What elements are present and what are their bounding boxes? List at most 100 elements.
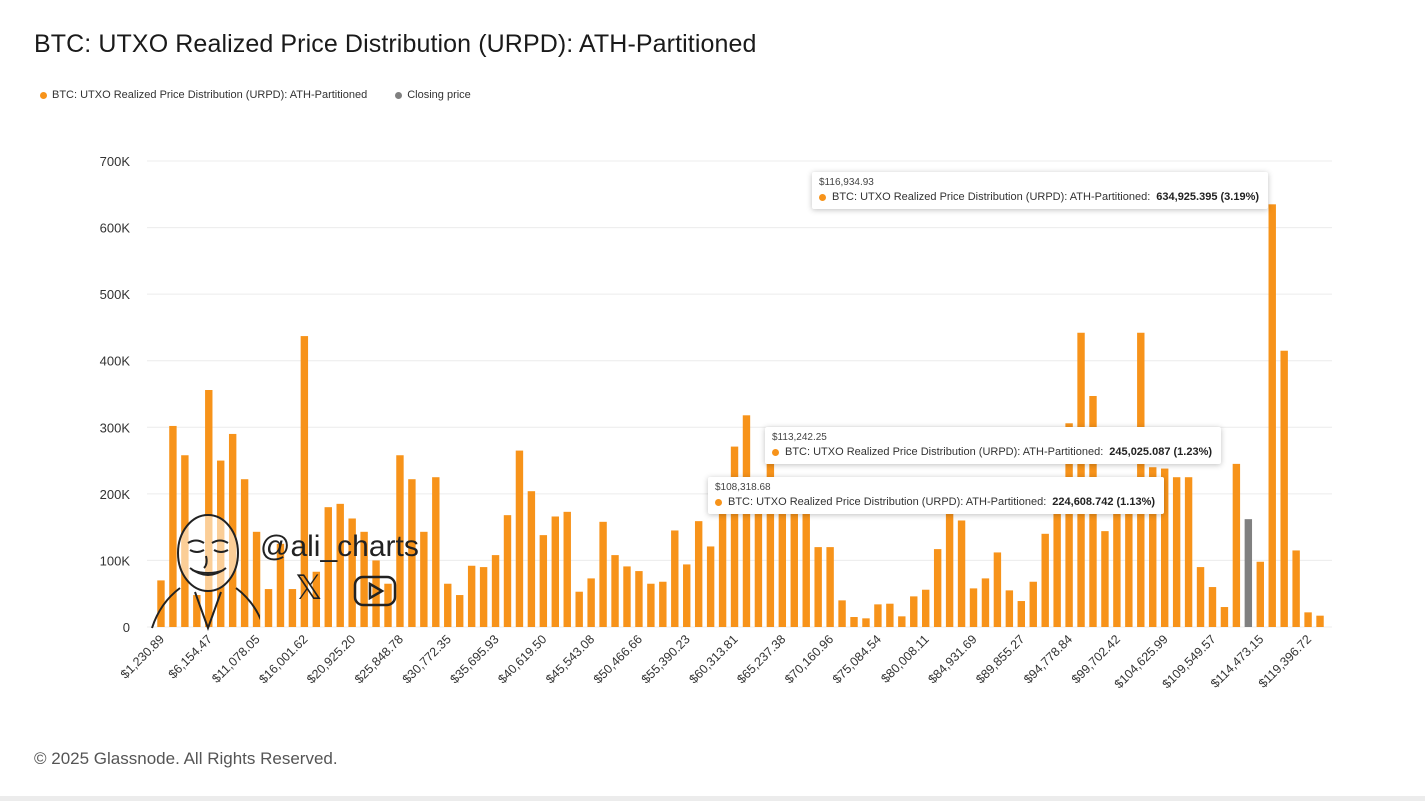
bar[interactable] (1196, 567, 1205, 627)
bar[interactable] (706, 546, 715, 627)
tooltip-series-label: BTC: UTXO Realized Price Distribution (U… (832, 191, 1151, 203)
bar[interactable] (193, 595, 201, 627)
bar[interactable] (348, 518, 356, 627)
bar[interactable] (1053, 490, 1061, 627)
bar[interactable] (587, 578, 595, 627)
bar[interactable] (993, 552, 1002, 627)
bar[interactable] (1029, 581, 1037, 627)
bar[interactable] (826, 547, 834, 627)
bar[interactable] (623, 566, 631, 627)
bar[interactable] (444, 583, 452, 627)
bar[interactable] (910, 596, 918, 627)
bar[interactable] (1017, 601, 1026, 627)
bar[interactable] (264, 589, 273, 627)
bar[interactable] (898, 616, 906, 627)
legend-item-urpd[interactable]: BTC: UTXO Realized Price Distribution (U… (40, 89, 367, 101)
bar[interactable] (420, 531, 428, 627)
bar[interactable] (396, 455, 404, 627)
bar[interactable] (718, 487, 727, 627)
bar[interactable] (276, 543, 285, 627)
bar[interactable] (694, 521, 703, 627)
bar[interactable] (479, 567, 488, 627)
bar[interactable] (1220, 607, 1229, 627)
bar[interactable] (300, 336, 309, 627)
bar[interactable] (874, 604, 882, 627)
bar[interactable] (563, 511, 571, 627)
bar[interactable] (814, 547, 822, 627)
bar[interactable] (647, 583, 655, 627)
y-tick-label: 200K (100, 487, 131, 502)
bar[interactable] (945, 506, 954, 627)
bar[interactable] (957, 520, 966, 627)
bar[interactable] (981, 578, 990, 627)
bar[interactable] (1160, 468, 1169, 627)
bar[interactable] (933, 549, 942, 627)
bar[interactable] (575, 591, 583, 627)
bar[interactable] (157, 580, 165, 627)
bar[interactable] (324, 507, 332, 627)
bar[interactable] (611, 555, 619, 627)
bar[interactable] (1316, 615, 1324, 627)
bar[interactable] (1256, 561, 1264, 627)
bar[interactable] (683, 564, 691, 627)
bar[interactable] (790, 487, 798, 627)
bar[interactable] (862, 618, 870, 627)
bar[interactable] (886, 603, 894, 627)
bar[interactable] (551, 516, 559, 627)
bar[interactable] (1184, 477, 1193, 627)
tooltip-dot-icon (819, 193, 826, 201)
bar[interactable] (288, 589, 297, 627)
bar[interactable] (312, 571, 321, 627)
bar[interactable] (766, 452, 775, 627)
bar[interactable] (802, 507, 810, 627)
bar[interactable] (432, 477, 440, 627)
x-tick-label: $30,772.35 (400, 632, 454, 686)
bar[interactable] (527, 491, 536, 627)
tooltip-dot-icon (772, 448, 779, 456)
bar[interactable] (515, 450, 524, 627)
bar[interactable] (1268, 204, 1276, 627)
bar[interactable] (539, 535, 548, 627)
bar[interactable] (1041, 533, 1049, 627)
bar[interactable] (969, 588, 978, 627)
bar[interactable] (671, 530, 679, 627)
bar[interactable] (730, 446, 739, 627)
bar[interactable] (252, 531, 261, 627)
legend-item-closing-price[interactable]: Closing price (395, 89, 471, 101)
bar[interactable] (1005, 590, 1014, 627)
bar[interactable] (1172, 477, 1181, 627)
bar[interactable] (169, 425, 177, 627)
y-tick-label: 100K (100, 553, 131, 568)
bar[interactable] (754, 490, 763, 627)
bar[interactable] (1280, 350, 1288, 627)
bar[interactable] (922, 589, 930, 627)
bar[interactable] (205, 390, 213, 627)
bar[interactable] (491, 555, 500, 627)
closing-price-bar[interactable] (1244, 519, 1253, 627)
bar[interactable] (659, 581, 667, 627)
bar[interactable] (778, 490, 787, 627)
bar[interactable] (1304, 612, 1312, 627)
bar[interactable] (240, 479, 249, 627)
x-tick-label: $60,313.81 (687, 632, 741, 686)
bar[interactable] (635, 571, 643, 627)
bar[interactable] (1125, 480, 1133, 627)
bar[interactable] (360, 531, 368, 627)
bar[interactable] (1208, 587, 1217, 627)
bar[interactable] (1149, 467, 1157, 627)
bar[interactable] (467, 565, 476, 627)
bar[interactable] (408, 479, 416, 627)
bar[interactable] (1232, 463, 1241, 627)
bar[interactable] (455, 595, 464, 627)
bar[interactable] (742, 415, 751, 627)
bar[interactable] (1292, 550, 1300, 627)
bar[interactable] (1113, 500, 1121, 627)
bar[interactable] (1065, 423, 1073, 627)
bar[interactable] (336, 503, 344, 627)
bar[interactable] (1101, 531, 1109, 627)
bar[interactable] (850, 617, 858, 627)
bar[interactable] (503, 515, 512, 627)
bar[interactable] (838, 600, 846, 627)
bar[interactable] (599, 521, 607, 627)
